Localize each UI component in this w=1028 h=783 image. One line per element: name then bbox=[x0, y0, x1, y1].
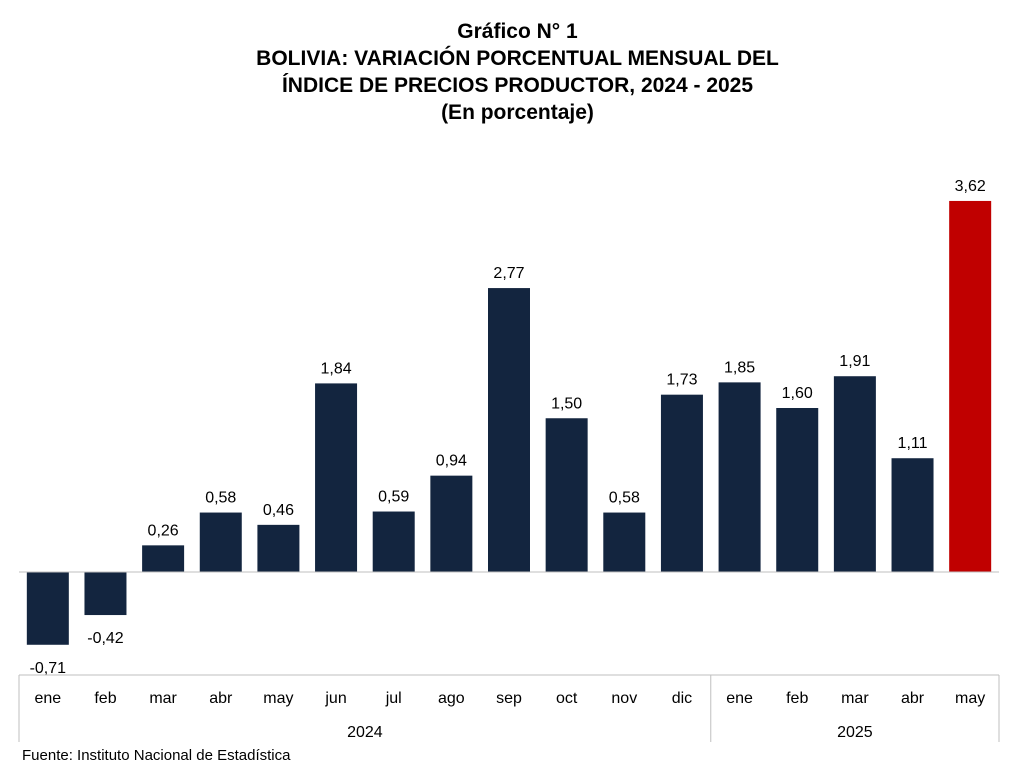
category-tick-label-7: jul bbox=[385, 690, 402, 707]
value-label-7: 0,59 bbox=[378, 489, 409, 506]
bar-8 bbox=[430, 475, 473, 572]
bar-2 bbox=[84, 572, 127, 616]
bar-17 bbox=[949, 200, 992, 572]
bar-13 bbox=[718, 382, 761, 572]
value-label-1: -0,71 bbox=[30, 660, 67, 677]
chart-title-block: Gráfico N° 1 BOLIVIA: VARIACIÓN PORCENTU… bbox=[0, 18, 1028, 126]
chart-title-line-1: BOLIVIA: VARIACIÓN PORCENTUAL MENSUAL DE… bbox=[256, 47, 779, 70]
bar-11 bbox=[603, 512, 646, 572]
category-tick-label-5: may bbox=[263, 690, 293, 707]
category-tick-label-10: oct bbox=[556, 690, 578, 707]
value-label-17: 3,62 bbox=[955, 178, 986, 195]
value-label-11: 0,58 bbox=[609, 490, 640, 507]
category-tick-label-9: sep bbox=[496, 690, 522, 707]
bar-4 bbox=[199, 512, 242, 572]
value-label-5: 0,46 bbox=[263, 502, 294, 519]
category-tick-label-12: dic bbox=[672, 690, 692, 707]
value-label-10: 1,50 bbox=[551, 395, 582, 412]
category-tick-label-4: abr bbox=[209, 690, 233, 707]
category-tick-label-17: may bbox=[955, 690, 985, 707]
category-tick-label-3: mar bbox=[149, 690, 177, 707]
value-label-4: 0,58 bbox=[205, 490, 236, 507]
value-label-12: 1,73 bbox=[666, 372, 697, 389]
value-label-8: 0,94 bbox=[436, 453, 467, 470]
category-tick-label-13: ene bbox=[726, 690, 753, 707]
value-label-6: 1,84 bbox=[320, 360, 351, 377]
bar-15 bbox=[833, 376, 876, 572]
bar-14 bbox=[776, 408, 819, 572]
bar-12 bbox=[660, 394, 703, 572]
category-tick-label-2: feb bbox=[94, 690, 116, 707]
category-tick-label-8: ago bbox=[438, 690, 465, 707]
category-tick-label-11: nov bbox=[611, 690, 637, 707]
year-label-2024: 2024 bbox=[347, 724, 383, 741]
category-tick-label-14: feb bbox=[786, 690, 808, 707]
chart-subtitle: (En porcentaje) bbox=[441, 101, 594, 124]
chart-title-line-2: ÍNDICE DE PRECIOS PRODUCTOR, 2024 - 2025 bbox=[281, 74, 754, 97]
value-label-13: 1,85 bbox=[724, 359, 755, 376]
value-label-16: 1,11 bbox=[898, 435, 928, 452]
category-tick-label-15: mar bbox=[841, 690, 869, 707]
bar-3 bbox=[142, 545, 185, 572]
category-tick-label-1: ene bbox=[34, 690, 61, 707]
value-label-15: 1,91 bbox=[839, 353, 870, 370]
bar-5 bbox=[257, 524, 300, 572]
bar-10 bbox=[545, 418, 588, 572]
value-label-14: 1,60 bbox=[782, 385, 813, 402]
year-label-2025: 2025 bbox=[837, 724, 873, 741]
bar-16 bbox=[891, 458, 934, 572]
category-tick-label-16: abr bbox=[901, 690, 925, 707]
bar-9 bbox=[488, 288, 530, 572]
bar-1 bbox=[26, 572, 69, 645]
value-label-2: -0,42 bbox=[87, 630, 124, 647]
value-label-3: 0,26 bbox=[148, 522, 179, 539]
bar-chart: -0,71 -0,42 0,26 0,58 0,46 1,84 0,59 0,94 2,77 1,… bbox=[18, 178, 1000, 742]
chart-number: Gráfico N° 1 bbox=[457, 20, 578, 43]
bar-7 bbox=[372, 511, 415, 572]
category-tick-label-6: jun bbox=[324, 690, 346, 707]
source-note: Fuente: Instituto Nacional de Estadístic… bbox=[22, 747, 291, 764]
bar-6 bbox=[315, 383, 358, 572]
value-label-9: 2,77 bbox=[493, 265, 524, 282]
